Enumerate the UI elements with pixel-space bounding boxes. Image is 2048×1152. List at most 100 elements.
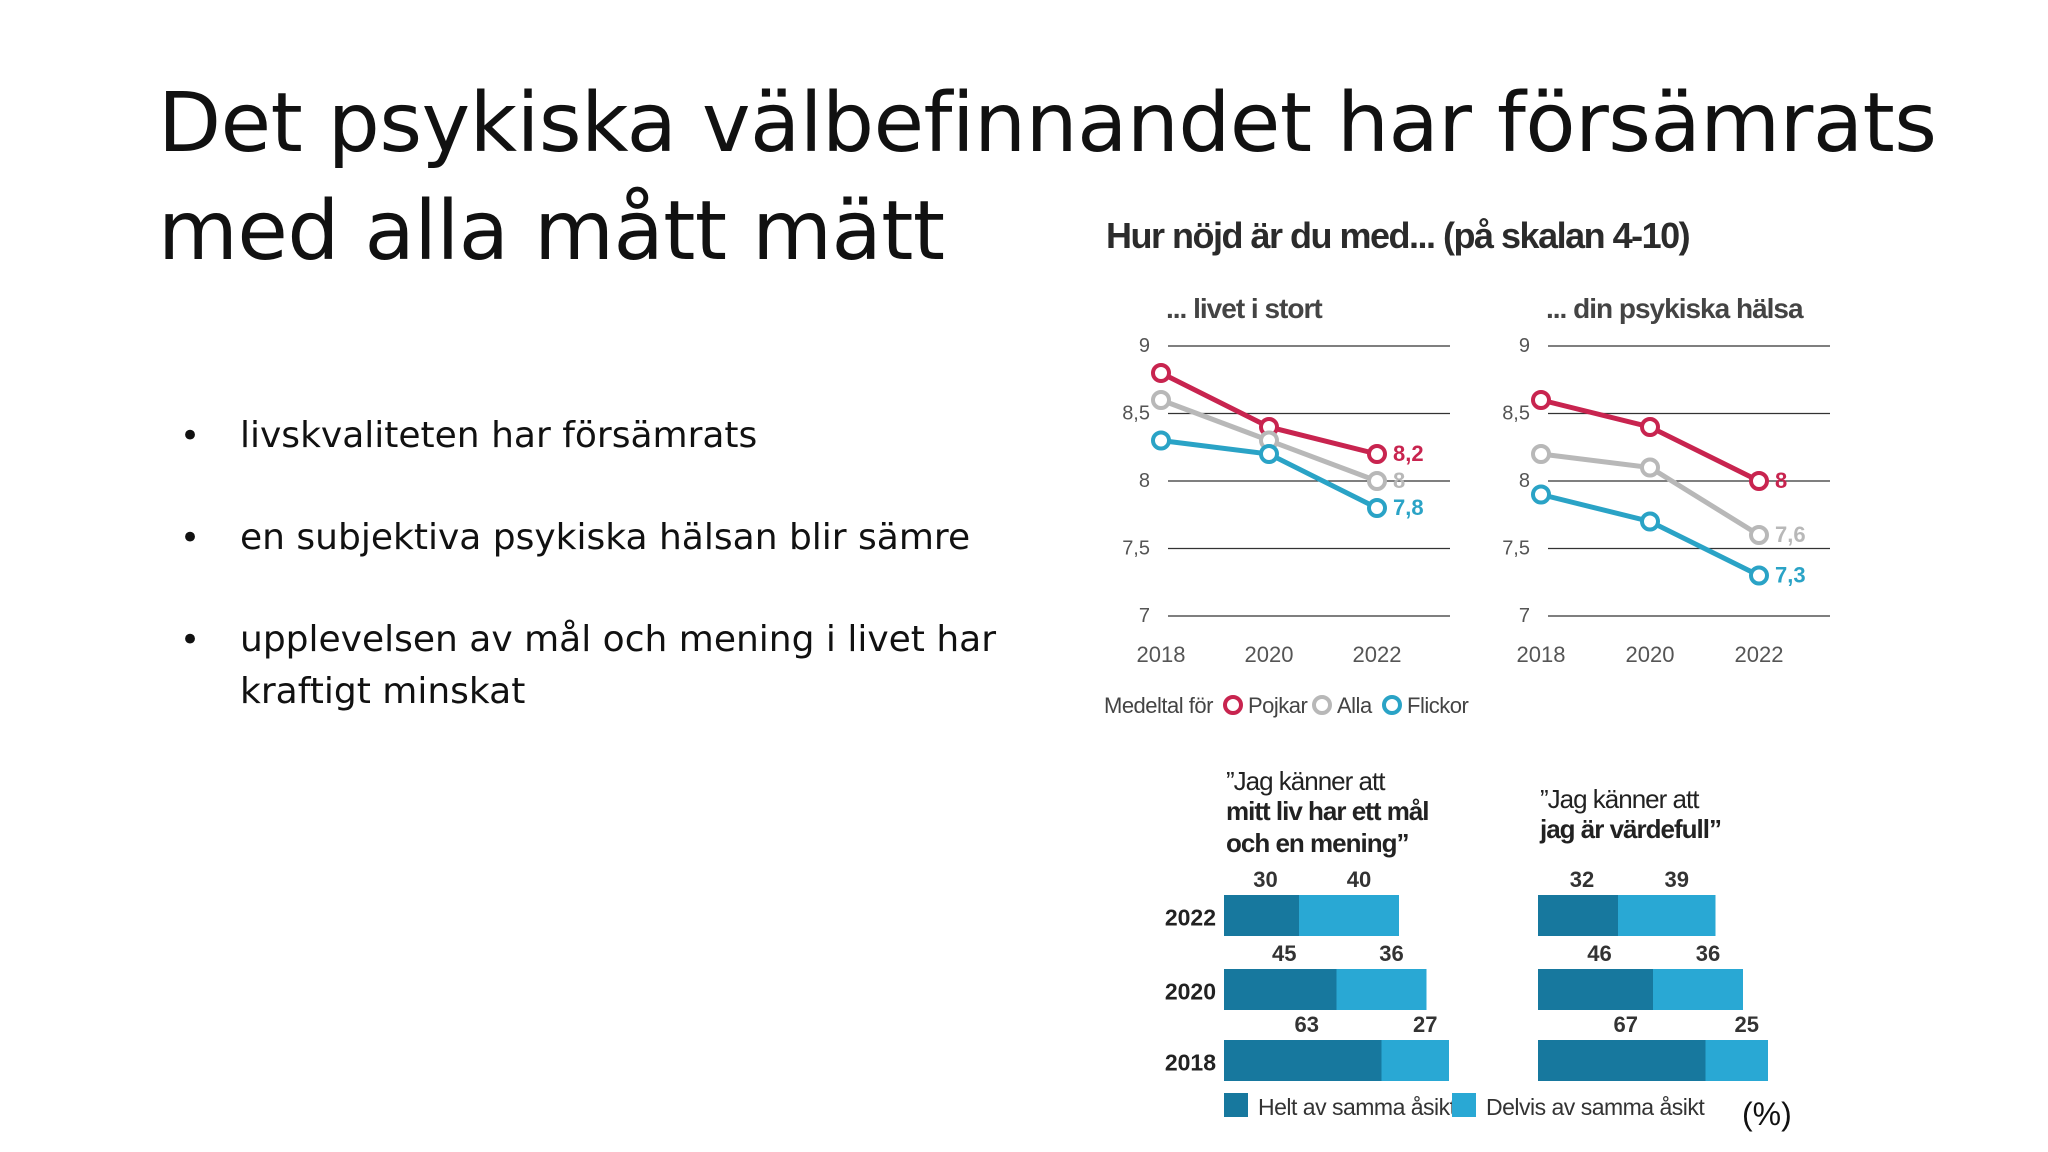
end-value-label: 7,6 [1775, 522, 1806, 547]
bar-value-label: 25 [1735, 1012, 1759, 1037]
bullet-item: • en subjektiva psykiska hälsan blir säm… [180, 512, 1000, 564]
bar-value-label: 32 [1570, 867, 1594, 892]
data-point-flickor [1151, 430, 1171, 451]
line-chart-title: ... livet i stort [1166, 293, 1322, 324]
bullet-dot: • [180, 518, 201, 558]
y-tick-label: 7,5 [1502, 538, 1530, 560]
figure-heading: Hur nöjd är du med... (på skalan 4-10) [1106, 215, 1690, 256]
bullet-list: • livskvaliteten har försämrats • en sub… [180, 410, 1000, 768]
data-point-flickor [1259, 444, 1279, 464]
y-tick-label: 8 [1139, 470, 1150, 492]
data-point-flickor [1640, 511, 1660, 532]
bar-legend-swatch-dark [1224, 1093, 1248, 1117]
data-point-flickor [1749, 565, 1769, 586]
bar-segment-delvis [1705, 1040, 1768, 1081]
bar-segment-helt [1224, 1040, 1382, 1081]
y-tick-label: 9 [1139, 335, 1150, 357]
bullet-dot: • [180, 620, 201, 660]
legend-label-alla: Alla [1337, 693, 1373, 718]
bullet-text: livskvaliteten har försämrats [240, 415, 758, 456]
bar-segment-delvis [1618, 895, 1716, 936]
legend-label-flickor: Flickor [1407, 693, 1468, 718]
y-tick-label: 9 [1519, 335, 1530, 357]
bar-category-label: 2020 [1165, 979, 1216, 1005]
data-point-pojkar [1640, 417, 1660, 437]
y-tick-label: 7,5 [1122, 538, 1150, 560]
bar-segment-helt [1224, 895, 1299, 936]
bar-value-label: 36 [1696, 941, 1720, 966]
data-point-flickor [1531, 484, 1551, 505]
y-tick-label: 8 [1519, 470, 1530, 492]
series-line-flickor [1540, 492, 1761, 578]
bar-value-label: 39 [1665, 867, 1689, 892]
bar-value-label: 27 [1413, 1012, 1437, 1037]
y-tick-label: 7 [1139, 605, 1150, 627]
bar-segment-helt [1538, 969, 1653, 1010]
x-tick-label: 2020 [1626, 642, 1675, 667]
bar-value-label: 36 [1379, 941, 1403, 966]
data-point-alla [1640, 457, 1660, 478]
slide-title-line-1: Det psykiska välbefinnandet har försämra… [158, 76, 1937, 171]
legend-label-pojkar: Pojkar [1248, 693, 1308, 718]
bar-segment-delvis [1381, 1040, 1449, 1081]
line-chart-title: ... din psykiska hälsa [1546, 293, 1804, 324]
figure-infographic: Hur nöjd är du med... (på skalan 4-10)..… [1104, 215, 1830, 1120]
bar-segment-helt [1538, 1040, 1706, 1081]
bar-category-label: 2022 [1165, 905, 1216, 931]
end-value-label: 8 [1775, 468, 1787, 493]
bar-value-label: 63 [1295, 1012, 1319, 1037]
data-point-alla [1531, 444, 1551, 464]
x-tick-label: 2020 [1245, 642, 1294, 667]
bar-value-label: 45 [1272, 941, 1296, 966]
data-point-alla [1367, 471, 1387, 491]
y-tick-label: 8,5 [1502, 403, 1530, 425]
bullet-text: upplevelsen av mål och mening i livet ha… [240, 619, 997, 712]
end-value-label: 7,3 [1775, 563, 1806, 588]
end-value-label: 7,8 [1393, 495, 1424, 520]
data-point-pojkar [1151, 363, 1171, 383]
bar-segment-delvis [1299, 895, 1399, 936]
bar-segment-delvis [1653, 969, 1743, 1010]
legend-marker-alla [1312, 695, 1332, 715]
slide-title: Det psykiska välbefinnandet har försämra… [158, 70, 1937, 286]
bar-legend-label-dark: Helt av samma åsikt [1258, 1094, 1457, 1120]
bar-chart-title-line: mitt liv har ett mål [1226, 796, 1429, 826]
x-tick-label: 2018 [1137, 642, 1186, 667]
x-tick-label: 2022 [1353, 642, 1402, 667]
slide-title-line-2: med alla mått mätt [158, 184, 945, 279]
legend-prefix: Medeltal för [1104, 693, 1213, 718]
end-value-label: 8 [1393, 468, 1405, 493]
bar-value-label: 40 [1347, 867, 1371, 892]
data-point-flickor [1367, 498, 1387, 518]
y-tick-label: 8,5 [1122, 403, 1150, 425]
legend-marker-pojkar [1223, 695, 1243, 715]
y-tick-label: 7 [1519, 605, 1530, 627]
data-point-pojkar [1367, 444, 1387, 464]
bar-value-label: 30 [1253, 867, 1277, 892]
bullet-dot: • [180, 416, 201, 456]
bar-chart-title-line: ”Jag känner att [1226, 766, 1386, 796]
data-point-pojkar [1749, 471, 1769, 491]
x-tick-label: 2018 [1517, 642, 1566, 667]
data-point-alla [1151, 390, 1171, 410]
data-point-alla [1749, 525, 1769, 545]
bullet-item: • livskvaliteten har försämrats [180, 410, 1000, 462]
bar-segment-helt [1538, 895, 1618, 936]
bar-segment-delvis [1336, 969, 1427, 1010]
end-value-label: 8,2 [1393, 441, 1424, 466]
bar-chart-title-line: jag är värdefull” [1539, 814, 1721, 844]
x-tick-label: 2022 [1735, 642, 1784, 667]
bar-value-label: 67 [1614, 1012, 1638, 1037]
bar-value-label: 46 [1587, 941, 1611, 966]
bar-legend-label-light: Delvis av samma åsikt [1486, 1094, 1705, 1120]
bar-legend-swatch-light [1452, 1093, 1476, 1117]
bullet-item: • upplevelsen av mål och mening i livet … [180, 614, 1000, 718]
bar-category-label: 2018 [1165, 1050, 1216, 1076]
bar-chart-title-line: ”Jag känner att [1540, 784, 1700, 814]
legend-marker-flickor [1382, 695, 1402, 715]
bar-chart-title-line: och en mening” [1226, 828, 1408, 858]
data-point-pojkar [1531, 390, 1551, 410]
bullet-text: en subjektiva psykiska hälsan blir sämre [240, 517, 971, 558]
bar-segment-helt [1224, 969, 1337, 1010]
percent-unit-label: (%) [1742, 1096, 1792, 1132]
